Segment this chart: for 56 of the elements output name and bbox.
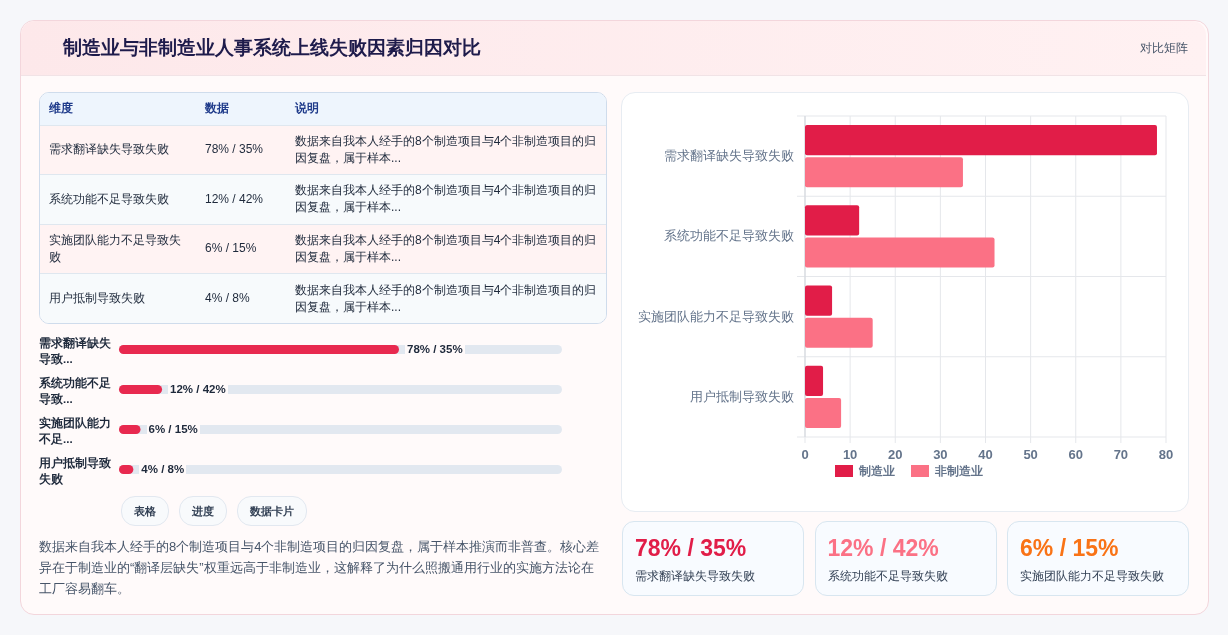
data-label: 12% / 42% <box>168 381 228 397</box>
bar <box>805 157 963 188</box>
text: 数据来自我本人经手的8个制造项目与4个非制造项目的归因复盘，属于样本... <box>294 132 598 167</box>
text: 78% / 35% <box>204 141 265 159</box>
bar <box>805 237 995 268</box>
text: 78% / 35% <box>635 535 747 562</box>
x-tick-label: 40 <box>978 447 993 462</box>
data-label: 4% / 8% <box>139 461 187 477</box>
bar <box>119 385 163 394</box>
text: 维度 <box>48 100 74 118</box>
text: 数据来自我本人经手的8个制造项目与4个非制造项目的归因复盘，属于样本推演而非普查。核心差异在于制造业的“翻译层缺失”权重远高于非制造业，这解释了为什么照搬通用行业的实施方法论在工厂容易翻车。 <box>39 538 601 598</box>
text: 4% / 8% <box>204 290 251 307</box>
y-tick-label: 实施团队能力不足导致失败 <box>638 309 794 324</box>
bar <box>805 317 873 348</box>
text: 表格 <box>121 496 169 526</box>
bar <box>805 125 1157 156</box>
x-tick-label: 0 <box>801 447 809 462</box>
x-tick-label: 30 <box>933 447 948 462</box>
text: 说明 <box>294 100 320 118</box>
x-tick-label: 80 <box>1158 447 1174 462</box>
y-tick-label: 用户抵制导致失败 <box>690 389 794 404</box>
text: 进度 <box>179 496 227 526</box>
text: 12% / 42% <box>204 190 265 208</box>
x-tick-label: 70 <box>1113 447 1129 462</box>
text: 12% / 42% <box>827 535 939 562</box>
y-tick-label: 需求翻译缺失导致... <box>39 336 112 367</box>
y-tick-label: 实施团队能力不足... <box>39 415 112 447</box>
text: 数据来自我本人经手的8个制造项目与4个非制造项目的归因复盘，属于样本... <box>294 281 598 316</box>
text: 数据来自我本人经手的8个制造项目与4个非制造项目的归因复盘，属于样本... <box>294 182 598 217</box>
x-tick-label: 50 <box>1023 447 1038 462</box>
text: 系统功能不足导致失败 <box>827 568 948 585</box>
text: 数据 <box>204 100 230 118</box>
text: 6% / 15% <box>1020 535 1119 562</box>
text: 对比矩阵 <box>1140 40 1188 57</box>
data-label: 6% / 15% <box>146 421 200 437</box>
legend-label: 非制造业 <box>934 464 983 478</box>
y-tick-label: 系统功能不足导致失败 <box>664 229 794 244</box>
data-label: 78% / 35% <box>405 341 465 357</box>
text: 实施团队能力不足导致失败 <box>1020 568 1164 585</box>
bar <box>805 285 833 316</box>
y-tick-label: 系统功能不足导致... <box>39 375 112 407</box>
x-tick-label: 10 <box>842 447 858 462</box>
text: 6% / 15% <box>204 240 258 258</box>
y-tick-label: 需求翻译缺失导致失败 <box>664 149 794 164</box>
text: 制造业与非制造业人事系统上线失败因素归因对比 <box>63 36 481 60</box>
text: 数据卡片 <box>237 496 307 526</box>
legend-label: 制造业 <box>858 464 895 478</box>
bar <box>805 397 842 428</box>
x-tick-label: 20 <box>888 447 903 462</box>
x-tick-label: 60 <box>1068 447 1083 462</box>
bar <box>805 205 860 236</box>
bar <box>805 365 824 396</box>
text: 数据来自我本人经手的8个制造项目与4个非制造项目的归因复盘，属于样本... <box>294 231 598 266</box>
y-tick-label: 用户抵制导致失败 <box>39 455 112 487</box>
bar <box>119 425 141 434</box>
text: 需求翻译缺失导致失败 <box>635 568 755 585</box>
